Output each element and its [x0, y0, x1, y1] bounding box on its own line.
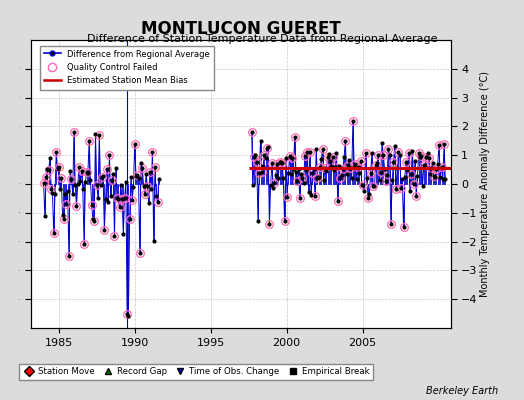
Legend: Station Move, Record Gap, Time of Obs. Change, Empirical Break: Station Move, Record Gap, Time of Obs. C…	[19, 364, 373, 380]
Text: Berkeley Earth: Berkeley Earth	[425, 386, 498, 396]
Y-axis label: Monthly Temperature Anomaly Difference (°C): Monthly Temperature Anomaly Difference (…	[481, 71, 490, 297]
Text: Difference of Station Temperature Data from Regional Average: Difference of Station Temperature Data f…	[87, 34, 437, 44]
Title: MONTLUCON GUERET: MONTLUCON GUERET	[141, 20, 341, 38]
